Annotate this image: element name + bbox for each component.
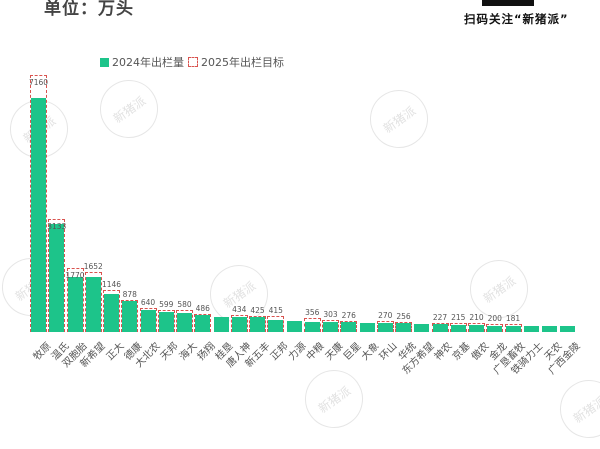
value-label: 181 — [505, 314, 521, 323]
bar — [432, 324, 448, 332]
bar — [49, 224, 65, 332]
value-label: 356 — [305, 308, 320, 318]
bar — [268, 320, 284, 332]
value-label: 7160 — [28, 78, 49, 87]
value-label: 276 — [341, 311, 356, 321]
value-label: 486 — [195, 303, 210, 313]
bar — [250, 317, 265, 332]
bar — [523, 326, 539, 332]
unit-label: 单位：万头 — [44, 0, 134, 19]
bar — [396, 323, 411, 332]
bar — [140, 310, 156, 332]
bar — [341, 322, 357, 332]
bar — [213, 316, 229, 332]
value-label: 215 — [451, 313, 466, 323]
value-label: 580 — [177, 300, 192, 310]
bar — [450, 324, 466, 332]
bar — [542, 326, 557, 332]
bar — [560, 326, 576, 332]
value-label: 227 — [432, 312, 448, 322]
qr-caption: 扫码关注“新猪派” — [464, 12, 569, 26]
bar — [469, 325, 484, 332]
value-label: 210 — [469, 313, 484, 323]
value-label: 415 — [268, 306, 283, 316]
bar — [414, 323, 430, 332]
bar — [323, 321, 338, 332]
legend-solid-swatch — [100, 57, 109, 67]
value-label: 200 — [487, 313, 502, 323]
legend: 2024年出栏量 2025年出栏目标 — [100, 54, 284, 70]
value-label: 878 — [122, 289, 137, 299]
value-label: 256 — [396, 311, 411, 321]
bar — [67, 277, 83, 332]
bar — [85, 276, 101, 332]
value-label: 425 — [250, 305, 265, 315]
bar — [122, 300, 138, 332]
bar — [286, 321, 302, 332]
bar — [177, 312, 192, 332]
value-label: 1770 — [65, 270, 85, 280]
value-label: 303 — [323, 310, 338, 320]
qr-code — [482, 0, 534, 6]
value-label: 1146 — [101, 280, 122, 290]
value-label: 599 — [159, 299, 174, 309]
bar — [231, 316, 247, 332]
legend-2024: 2024年出栏量 — [112, 56, 184, 69]
value-label: 270 — [378, 311, 393, 321]
bar — [505, 325, 521, 332]
bar — [359, 323, 375, 332]
bar — [158, 311, 174, 332]
bar — [31, 97, 46, 332]
bar — [195, 315, 211, 332]
bar — [104, 293, 119, 332]
bar-chart: 7160 牧原 3133 温氏 1770 双胞胎 1652 新希望 1146 正大 878 德康 640… — [28, 75, 582, 377]
value-label: 640 — [140, 298, 156, 308]
value-label: 3133 — [47, 221, 67, 231]
legend-dashed-swatch — [188, 57, 198, 67]
bar — [487, 325, 503, 332]
value-label: 1652 — [83, 261, 103, 271]
bar — [304, 321, 320, 332]
legend-2025: 2025年出栏目标 — [201, 56, 284, 69]
value-label: 434 — [232, 305, 247, 315]
bar — [377, 322, 393, 332]
